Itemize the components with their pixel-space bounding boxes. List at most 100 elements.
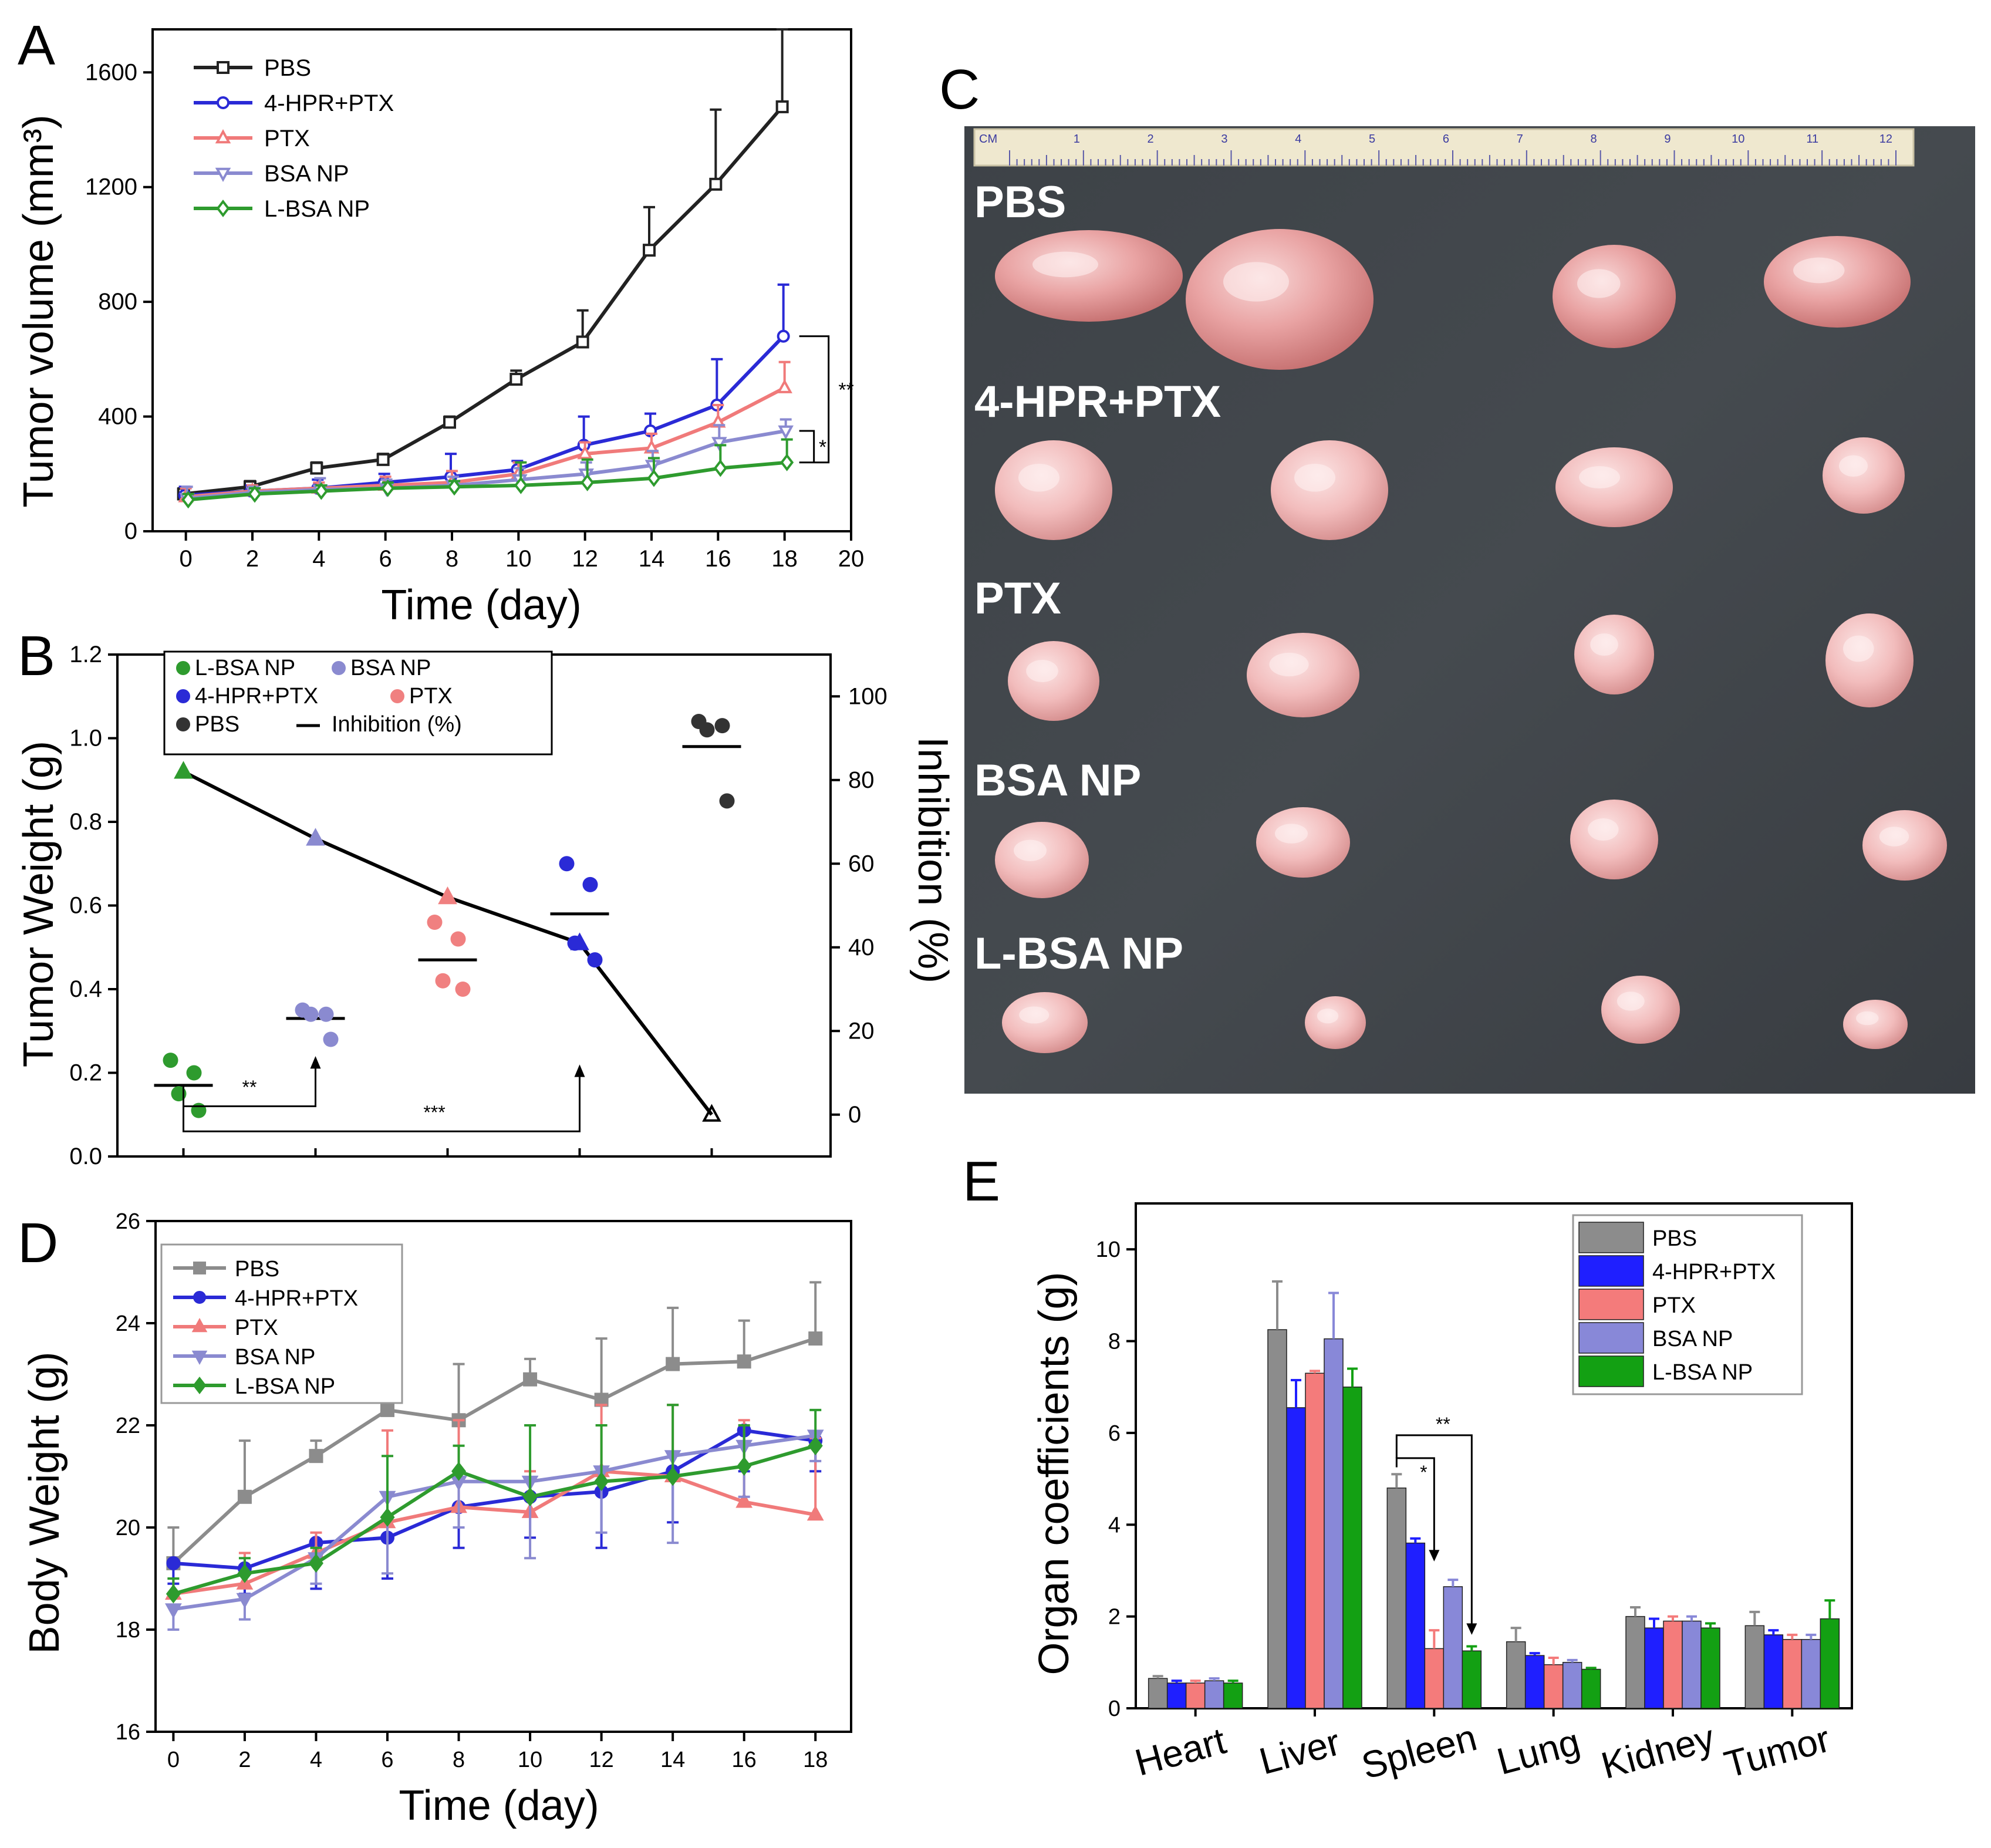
panel-b-significance: ***** — [183, 1056, 585, 1132]
tumor-highlight — [1839, 455, 1868, 477]
row-label-ptx: PTX — [974, 574, 1061, 623]
legend-item-bsa-np: BSA NP — [1578, 1322, 1733, 1354]
bar-kidney-l-bsa-np — [1700, 1627, 1720, 1709]
data-point — [808, 1436, 823, 1456]
data-point — [567, 935, 583, 951]
bar-liver-pbs — [1267, 1329, 1287, 1709]
data-point — [699, 722, 715, 738]
ruler-number: 10 — [1732, 133, 1744, 146]
bar-liver-bsa-np — [1324, 1338, 1344, 1709]
panel-a-x-label: Time (day) — [381, 582, 581, 629]
series-line — [173, 1444, 816, 1596]
data-point — [582, 876, 598, 892]
bar-tumor-ptx — [1782, 1638, 1803, 1709]
y-tick-label: 24 — [116, 1311, 140, 1336]
tumor-highlight — [1579, 466, 1620, 489]
legend-swatch — [1578, 1255, 1644, 1287]
legend-marker — [191, 1350, 208, 1365]
legend-label: PBS — [195, 712, 239, 737]
legend-item-pbs: PBS — [176, 712, 239, 737]
legend-item-pbs: PBS — [173, 1257, 279, 1282]
x-tick-label: 6 — [379, 546, 392, 572]
legend-marker — [216, 200, 230, 217]
data-point — [303, 1006, 319, 1022]
tumor-row-labels: PBS 4-HPR+PTX PTX BSA NP L-BSA NP — [974, 177, 1221, 979]
legend-label: L-BSA NP — [1652, 1360, 1753, 1385]
legend-marker — [191, 1318, 208, 1333]
bracket-ptx — [1395, 1457, 1435, 1553]
ruler-unit: CM — [979, 133, 997, 146]
tumor-highlight — [1588, 818, 1619, 841]
tumor-sample — [1555, 447, 1673, 527]
panel-a-significance: *** — [799, 335, 854, 464]
group-ptx — [418, 915, 477, 997]
data-point — [777, 329, 790, 343]
data-point — [737, 1354, 751, 1369]
row-label-l-bsa-np: L-BSA NP — [974, 929, 1183, 979]
data-point — [165, 1603, 182, 1619]
bar-liver-l-bsa-np — [1342, 1386, 1362, 1709]
data-point — [713, 459, 727, 477]
bar-lung-bsa-np — [1562, 1662, 1582, 1709]
significance-label: ** — [1436, 1414, 1450, 1435]
y-tick-label: 18 — [116, 1618, 140, 1643]
x-tick-label: 0 — [167, 1748, 180, 1772]
arrow-head — [574, 1064, 585, 1077]
significance-label: * — [819, 436, 826, 458]
tumor-sample — [1008, 641, 1099, 721]
data-point — [427, 915, 443, 930]
panel-e-y-label: Organ coefficients (g) — [1031, 1272, 1078, 1675]
row-label-pbs: PBS — [974, 177, 1066, 227]
y-tick-label: 22 — [116, 1414, 140, 1438]
tumor-row-bsa-np — [995, 800, 1947, 898]
legend-item-pbs: PBS — [194, 55, 311, 81]
bar-spleen-pbs — [1386, 1487, 1407, 1709]
bar-kidney-4-hpr-ptx — [1644, 1627, 1664, 1709]
data-point — [381, 479, 395, 497]
arrow-head — [1429, 1550, 1440, 1562]
data-point — [248, 485, 262, 503]
bar-spleen-l-bsa-np — [1462, 1650, 1482, 1709]
data-point — [163, 1053, 178, 1068]
y-tick-label: 2 — [1108, 1605, 1121, 1630]
bar-heart-4-hpr-ptx — [1166, 1682, 1187, 1709]
legend-marker — [217, 96, 230, 109]
panel-a-legend: PBS 4-HPR+PTX PTX BSA NP L-BSA NP — [194, 55, 394, 222]
inhibition-marker — [306, 828, 325, 846]
tumor-sample — [1574, 615, 1654, 694]
data-point — [447, 478, 461, 496]
legend-item-l-bsa-np: L-BSA NP — [173, 1374, 335, 1399]
tumor-row-4-hpr-ptx — [995, 437, 1905, 540]
ruler-number: 3 — [1221, 133, 1227, 146]
data-point — [577, 445, 593, 460]
y-tick-label: 8 — [1108, 1330, 1121, 1354]
legend-item-inhibition: Inhibition (%) — [296, 712, 462, 737]
panel-d-x-label: Time (day) — [399, 1782, 599, 1829]
ruler-number: 11 — [1806, 133, 1818, 146]
panel-a-series — [177, 28, 794, 509]
y-tick-label: 0 — [124, 518, 137, 544]
legend-marker — [193, 1262, 206, 1274]
legend-item-pbs: PBS — [1578, 1222, 1697, 1253]
y-tick-label: 400 — [98, 404, 137, 430]
data-point — [237, 1564, 252, 1583]
panel-d-legend: PBS 4-HPR+PTX PTX BSA NP L-BSA NP — [160, 1243, 403, 1404]
bracket-bsa — [799, 430, 815, 463]
legend-marker — [176, 717, 190, 731]
axes-frame — [151, 28, 852, 532]
data-point — [514, 476, 528, 494]
significance-label: ** — [838, 379, 853, 401]
tumor-sample — [1256, 807, 1350, 878]
legend-label: Inhibition (%) — [332, 712, 462, 737]
bar-heart-l-bsa-np — [1223, 1682, 1243, 1709]
legend-label: PBS — [1652, 1226, 1697, 1251]
y-tick-label: 0.4 — [69, 976, 102, 1002]
panel-b-points — [154, 714, 741, 1122]
y-tick-label: 20 — [116, 1516, 140, 1540]
y-tick-label: 10 — [1096, 1237, 1121, 1262]
data-point — [806, 1505, 824, 1521]
tumor-highlight — [1590, 633, 1618, 656]
